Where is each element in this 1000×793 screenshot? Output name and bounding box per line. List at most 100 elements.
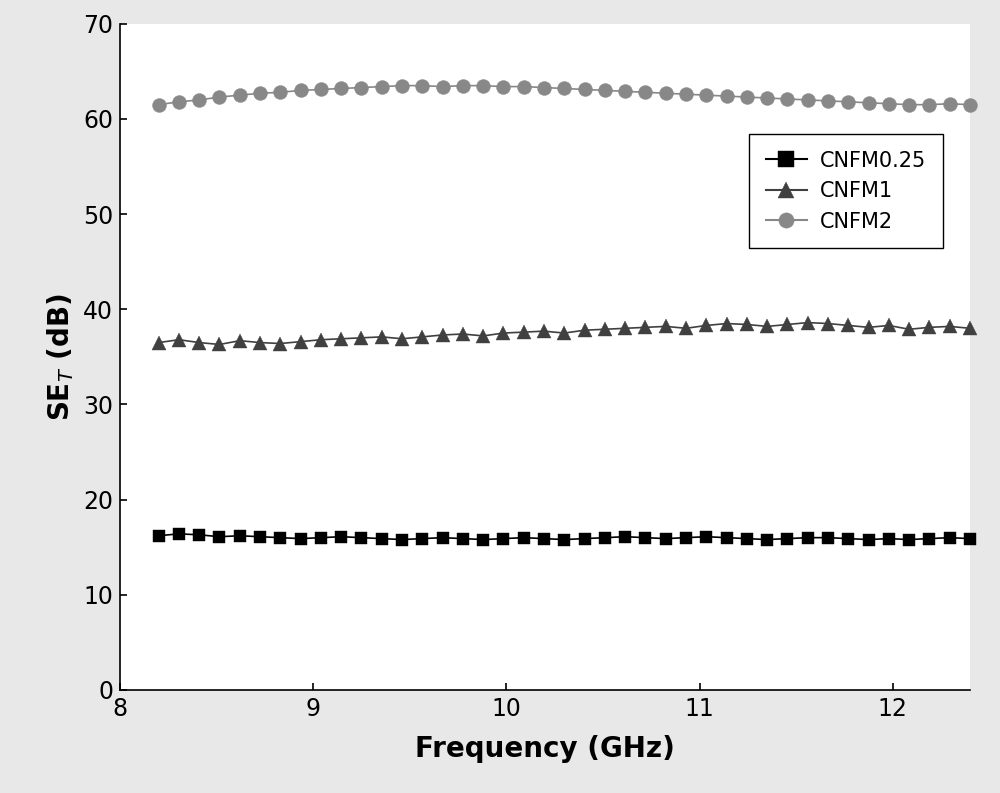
CNFM2 xyxy=(193,95,205,105)
CNFM1 xyxy=(639,323,651,332)
CNFM2 xyxy=(822,96,834,105)
CNFM1 xyxy=(721,319,733,328)
CNFM1 xyxy=(376,332,388,342)
CNFM1 xyxy=(558,328,570,338)
CNFM2 xyxy=(497,82,509,91)
CNFM0.25 xyxy=(376,534,388,543)
CNFM2 xyxy=(558,84,570,94)
CNFM1 xyxy=(416,332,428,342)
CNFM2 xyxy=(761,94,773,103)
CNFM0.25 xyxy=(153,531,165,541)
CNFM0.25 xyxy=(396,534,408,544)
CNFM1 xyxy=(497,328,509,338)
Legend: CNFM0.25, CNFM1, CNFM2: CNFM0.25, CNFM1, CNFM2 xyxy=(749,134,943,248)
CNFM2 xyxy=(781,94,793,104)
CNFM2 xyxy=(863,98,875,108)
CNFM1 xyxy=(579,325,591,335)
CNFM1 xyxy=(822,319,834,328)
CNFM0.25 xyxy=(254,532,266,542)
CNFM1 xyxy=(274,339,286,348)
CNFM1 xyxy=(173,335,185,344)
CNFM0.25 xyxy=(518,533,530,542)
CNFM1 xyxy=(254,338,266,347)
CNFM2 xyxy=(842,97,854,106)
CNFM1 xyxy=(437,330,449,339)
CNFM2 xyxy=(153,100,165,109)
CNFM1 xyxy=(477,331,489,341)
CNFM1 xyxy=(396,334,408,343)
CNFM2 xyxy=(923,100,935,109)
CNFM2 xyxy=(416,81,428,90)
CNFM2 xyxy=(680,90,692,99)
CNFM0.25 xyxy=(903,534,915,544)
CNFM0.25 xyxy=(964,534,976,543)
CNFM0.25 xyxy=(173,529,185,538)
CNFM0.25 xyxy=(761,534,773,544)
Line: CNFM1: CNFM1 xyxy=(152,316,977,351)
CNFM0.25 xyxy=(923,534,935,543)
CNFM2 xyxy=(741,92,753,102)
CNFM2 xyxy=(518,82,530,91)
CNFM0.25 xyxy=(315,533,327,542)
CNFM1 xyxy=(802,318,814,328)
CNFM0.25 xyxy=(700,532,712,542)
CNFM0.25 xyxy=(822,533,834,542)
CNFM2 xyxy=(477,81,489,90)
CNFM0.25 xyxy=(579,534,591,543)
CNFM0.25 xyxy=(538,534,550,543)
CNFM0.25 xyxy=(680,533,692,542)
CNFM2 xyxy=(315,85,327,94)
CNFM2 xyxy=(274,87,286,97)
CNFM1 xyxy=(193,338,205,347)
CNFM2 xyxy=(639,87,651,97)
CNFM0.25 xyxy=(741,534,753,543)
CNFM2 xyxy=(721,91,733,101)
CNFM0.25 xyxy=(558,534,570,544)
CNFM2 xyxy=(599,86,611,95)
CNFM0.25 xyxy=(355,533,367,542)
CNFM0.25 xyxy=(416,534,428,543)
CNFM2 xyxy=(234,90,246,100)
CNFM1 xyxy=(761,322,773,331)
CNFM1 xyxy=(944,322,956,331)
CNFM2 xyxy=(437,82,449,91)
CNFM2 xyxy=(254,89,266,98)
CNFM1 xyxy=(599,324,611,334)
CNFM1 xyxy=(781,320,793,329)
CNFM1 xyxy=(700,320,712,330)
CNFM0.25 xyxy=(234,531,246,541)
CNFM0.25 xyxy=(599,533,611,542)
CNFM2 xyxy=(355,82,367,92)
Line: CNFM0.25: CNFM0.25 xyxy=(152,527,976,546)
CNFM1 xyxy=(315,335,327,344)
CNFM0.25 xyxy=(335,532,347,542)
CNFM0.25 xyxy=(721,533,733,542)
CNFM0.25 xyxy=(619,532,631,542)
CNFM0.25 xyxy=(639,533,651,542)
CNFM0.25 xyxy=(295,534,307,543)
CNFM0.25 xyxy=(274,533,286,542)
CNFM2 xyxy=(944,99,956,109)
CNFM1 xyxy=(619,324,631,333)
CNFM2 xyxy=(173,97,185,106)
CNFM0.25 xyxy=(660,534,672,543)
CNFM0.25 xyxy=(457,534,469,543)
CNFM2 xyxy=(802,95,814,105)
CNFM1 xyxy=(457,329,469,339)
CNFM2 xyxy=(457,81,469,90)
CNFM1 xyxy=(660,322,672,331)
CNFM1 xyxy=(964,324,976,333)
CNFM1 xyxy=(741,320,753,329)
CNFM1 xyxy=(680,324,692,333)
CNFM0.25 xyxy=(883,534,895,543)
X-axis label: Frequency (GHz): Frequency (GHz) xyxy=(415,735,675,763)
CNFM0.25 xyxy=(437,533,449,542)
CNFM1 xyxy=(883,320,895,330)
CNFM0.25 xyxy=(781,534,793,543)
CNFM2 xyxy=(660,89,672,98)
CNFM2 xyxy=(700,90,712,100)
CNFM2 xyxy=(619,86,631,96)
CNFM0.25 xyxy=(193,530,205,539)
CNFM0.25 xyxy=(863,534,875,544)
CNFM1 xyxy=(923,323,935,332)
